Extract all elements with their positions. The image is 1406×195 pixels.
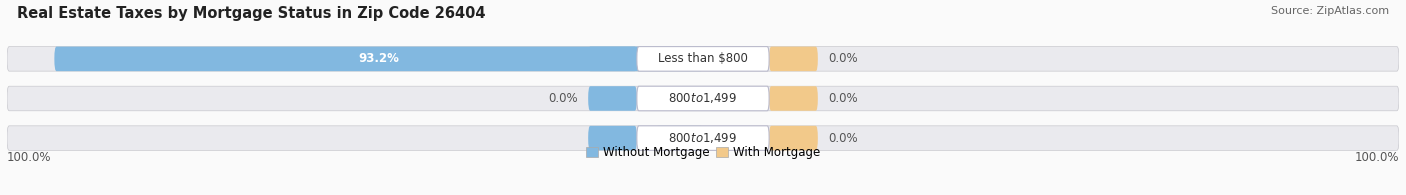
FancyBboxPatch shape: [7, 126, 1399, 150]
FancyBboxPatch shape: [637, 86, 769, 111]
FancyBboxPatch shape: [588, 86, 637, 111]
FancyBboxPatch shape: [55, 47, 703, 71]
Text: Less than $800: Less than $800: [658, 52, 748, 65]
FancyBboxPatch shape: [588, 47, 637, 71]
FancyBboxPatch shape: [7, 47, 1399, 71]
Text: Real Estate Taxes by Mortgage Status in Zip Code 26404: Real Estate Taxes by Mortgage Status in …: [17, 6, 485, 21]
FancyBboxPatch shape: [637, 47, 769, 71]
Text: Source: ZipAtlas.com: Source: ZipAtlas.com: [1271, 6, 1389, 16]
Text: 6.8%: 6.8%: [662, 132, 696, 145]
Text: 0.0%: 0.0%: [828, 132, 858, 145]
FancyBboxPatch shape: [588, 126, 637, 150]
FancyBboxPatch shape: [769, 86, 818, 111]
FancyBboxPatch shape: [655, 126, 703, 150]
Text: 100.0%: 100.0%: [1354, 151, 1399, 164]
FancyBboxPatch shape: [637, 126, 769, 150]
FancyBboxPatch shape: [769, 47, 818, 71]
FancyBboxPatch shape: [7, 86, 1399, 111]
Text: 0.0%: 0.0%: [828, 52, 858, 65]
Text: 93.2%: 93.2%: [359, 52, 399, 65]
Text: 100.0%: 100.0%: [7, 151, 52, 164]
Text: 0.0%: 0.0%: [548, 92, 578, 105]
Text: 0.0%: 0.0%: [828, 92, 858, 105]
Legend: Without Mortgage, With Mortgage: Without Mortgage, With Mortgage: [581, 142, 825, 164]
Text: $800 to $1,499: $800 to $1,499: [668, 91, 738, 105]
FancyBboxPatch shape: [769, 126, 818, 150]
Text: $800 to $1,499: $800 to $1,499: [668, 131, 738, 145]
